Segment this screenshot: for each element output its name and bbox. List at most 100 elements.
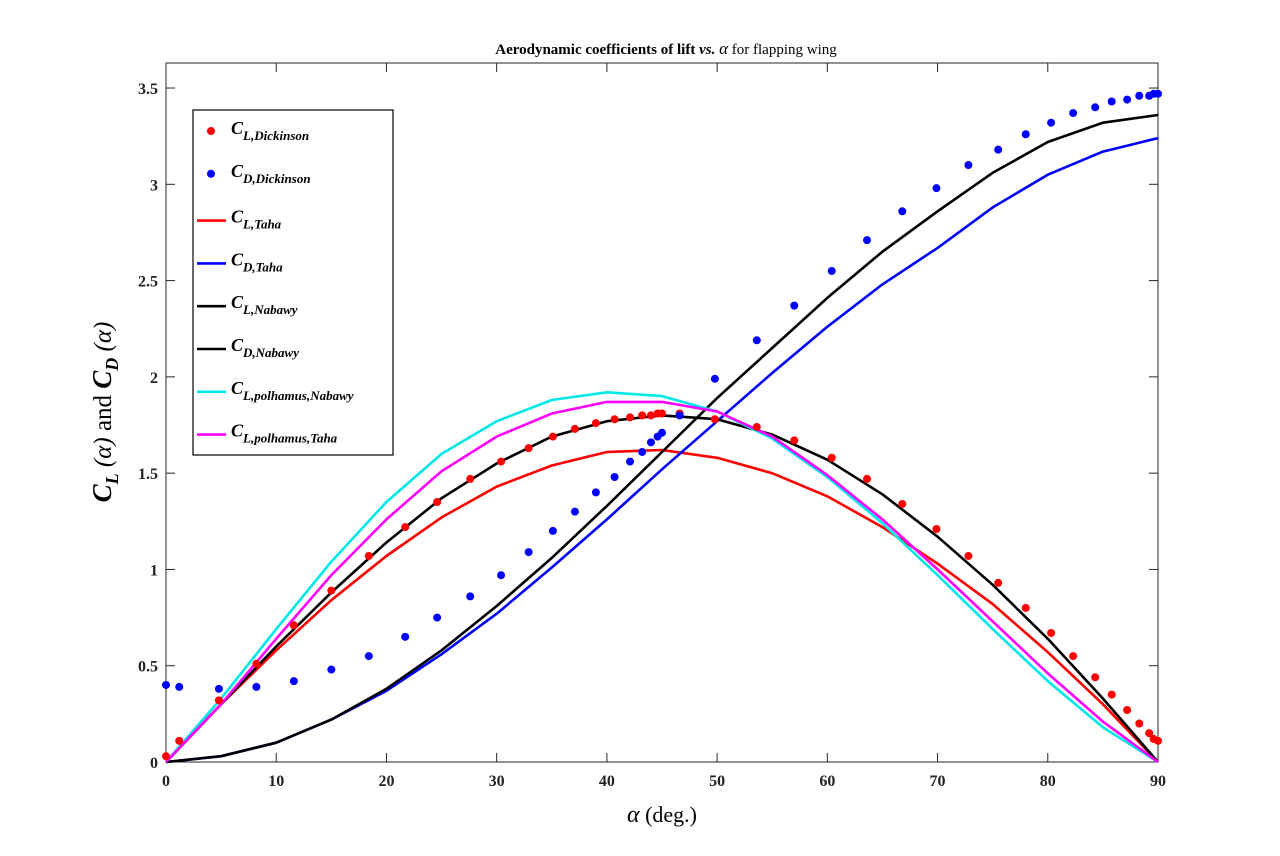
y-tick-label: 0 xyxy=(150,755,158,772)
data-point xyxy=(401,523,410,532)
data-point xyxy=(932,184,941,193)
data-point xyxy=(626,457,635,466)
data-point xyxy=(327,586,336,595)
legend-label: CD,Dickinson xyxy=(231,161,311,186)
data-point xyxy=(790,301,799,310)
data-point xyxy=(1069,109,1078,118)
data-point xyxy=(710,374,719,383)
data-point xyxy=(626,413,635,422)
data-point xyxy=(591,419,600,428)
series-line-l-polhamus-taha xyxy=(165,400,1159,764)
legend-label: CL,Nabawy xyxy=(231,292,298,317)
data-point xyxy=(289,677,298,686)
legend-label: CL,Dickinson xyxy=(231,118,309,143)
data-point xyxy=(752,422,761,431)
data-point xyxy=(610,415,619,424)
data-point xyxy=(1021,603,1030,612)
data-point xyxy=(466,474,475,483)
data-point xyxy=(1091,673,1100,682)
legend-marker xyxy=(207,169,215,178)
y-tick-label: 1 xyxy=(150,562,158,579)
x-axis-label: α (deg.) xyxy=(627,802,697,828)
data-point xyxy=(548,432,557,441)
chart-title: Aerodynamic coefficients of lift vs. α f… xyxy=(495,39,837,58)
y-tick-label: 3.5 xyxy=(138,81,158,98)
data-point xyxy=(433,498,442,507)
data-point xyxy=(863,474,872,483)
data-point xyxy=(658,428,666,437)
x-tick-label: 60 xyxy=(819,773,835,790)
data-point xyxy=(1107,97,1116,106)
series-line-l-polhamus-nabawy xyxy=(165,391,1159,764)
data-point xyxy=(1107,690,1116,699)
data-point xyxy=(591,488,600,497)
data-point xyxy=(994,145,1003,154)
x-tick-label: 30 xyxy=(489,773,505,790)
x-tick-label: 50 xyxy=(709,773,725,790)
data-point xyxy=(570,424,579,433)
data-point xyxy=(364,652,373,661)
data-point xyxy=(466,592,475,601)
data-point xyxy=(1145,729,1154,738)
y-tick-label: 3 xyxy=(150,177,158,194)
data-point xyxy=(638,447,647,456)
data-point xyxy=(994,578,1003,587)
data-point xyxy=(1091,103,1100,112)
data-point xyxy=(524,444,533,453)
y-tick-label: 1.5 xyxy=(138,466,158,483)
legend-box xyxy=(192,109,394,456)
data-point xyxy=(790,436,799,445)
data-point xyxy=(497,457,506,466)
x-tick-label: 10 xyxy=(268,773,284,790)
x-tick-label: 70 xyxy=(930,773,946,790)
data-point xyxy=(646,438,655,447)
legend-items: CL,Dickinson CD,Dickinson CL,Taha CD,Taha CL… xyxy=(197,118,354,446)
legend: CL,Dickinson CD,Dickinson CL,Taha CD,Taha CL… xyxy=(192,109,394,456)
data-point xyxy=(964,551,973,560)
data-point xyxy=(827,266,836,275)
data-point xyxy=(610,473,619,482)
data-point xyxy=(524,548,533,557)
series-points-d-dickinson xyxy=(162,89,1162,693)
x-tick-label: 20 xyxy=(378,773,394,790)
data-point xyxy=(214,684,223,693)
x-tick-label: 40 xyxy=(599,773,615,790)
data-point xyxy=(162,680,170,689)
data-point xyxy=(932,525,941,533)
data-point xyxy=(214,696,223,705)
legend-marker xyxy=(207,127,215,135)
data-point xyxy=(162,752,170,761)
data-point xyxy=(364,551,373,560)
x-tick-label: 0 xyxy=(162,773,170,790)
series-line-l-taha xyxy=(165,448,1159,763)
data-point xyxy=(752,336,761,345)
data-point xyxy=(548,526,557,535)
data-point xyxy=(252,682,261,691)
data-point xyxy=(252,659,261,668)
data-point xyxy=(1047,118,1056,127)
data-point xyxy=(289,621,298,630)
data-point xyxy=(827,453,836,462)
data-point xyxy=(1123,706,1132,715)
legend-label: CD,Taha xyxy=(231,249,283,274)
data-point xyxy=(658,409,666,418)
x-tick-labels: 0 10 20 30 40 50 60 70 80 90 xyxy=(162,773,1166,790)
series-points-l-dickinson xyxy=(162,409,1162,761)
data-point xyxy=(175,682,184,691)
data-point xyxy=(1021,130,1030,139)
data-point xyxy=(710,415,719,424)
data-point xyxy=(433,613,442,622)
data-point xyxy=(175,736,184,745)
y-tick-label: 2.5 xyxy=(138,274,158,291)
data-point xyxy=(1135,91,1144,100)
y-tick-label: 2 xyxy=(150,370,158,387)
data-point xyxy=(898,499,907,508)
data-point xyxy=(497,571,506,580)
data-point xyxy=(327,665,336,674)
x-tick-label: 80 xyxy=(1040,773,1056,790)
x-tick-label: 90 xyxy=(1150,773,1166,790)
legend-label: CL,Taha xyxy=(231,207,282,232)
data-point xyxy=(898,207,907,216)
y-axis-label: CL (α) and CD (α) xyxy=(87,322,122,503)
